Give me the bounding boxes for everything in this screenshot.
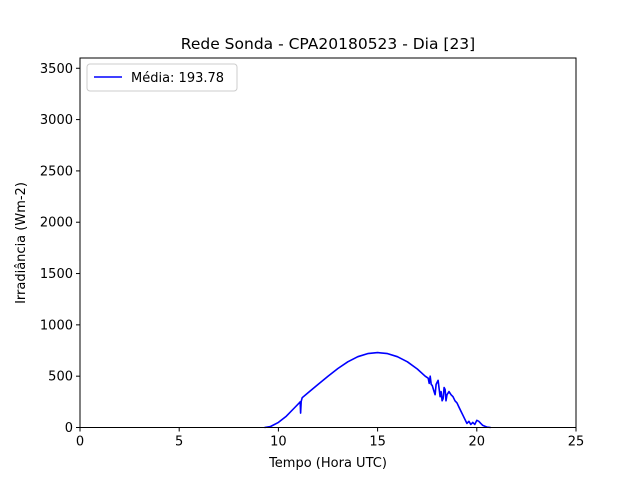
y-tick-label: 3500 bbox=[40, 62, 73, 77]
legend-box bbox=[86, 63, 238, 92]
plot-area-frame bbox=[79, 57, 577, 428]
y-tick-label: 0 bbox=[65, 421, 73, 436]
legend: Média: 193.78 bbox=[86, 63, 238, 92]
y-tick-label: 1000 bbox=[40, 318, 73, 333]
y-tick-label: 2500 bbox=[40, 164, 73, 179]
legend-label: Média: 193.78 bbox=[131, 71, 224, 86]
y-tick-label: 1500 bbox=[40, 267, 73, 282]
y-tick-label: 3000 bbox=[40, 113, 73, 128]
x-tick-label: 10 bbox=[270, 435, 287, 450]
y-tick-label: 2000 bbox=[40, 216, 73, 231]
series-line-0 bbox=[264, 351, 491, 429]
x-axis-label: Tempo (Hora UTC) bbox=[268, 456, 387, 471]
x-tick-label: 20 bbox=[469, 435, 486, 450]
x-tick-label: 15 bbox=[369, 435, 386, 450]
x-tick-label: 25 bbox=[568, 435, 585, 450]
x-tick-label: 5 bbox=[175, 435, 183, 450]
x-tick-label: 0 bbox=[76, 435, 84, 450]
y-tick-label: 500 bbox=[48, 370, 73, 385]
chart-title: Rede Sonda - CPA20180523 - Dia [23] bbox=[181, 35, 475, 53]
y-axis-label: Irradiância (Wm-2) bbox=[14, 182, 29, 304]
